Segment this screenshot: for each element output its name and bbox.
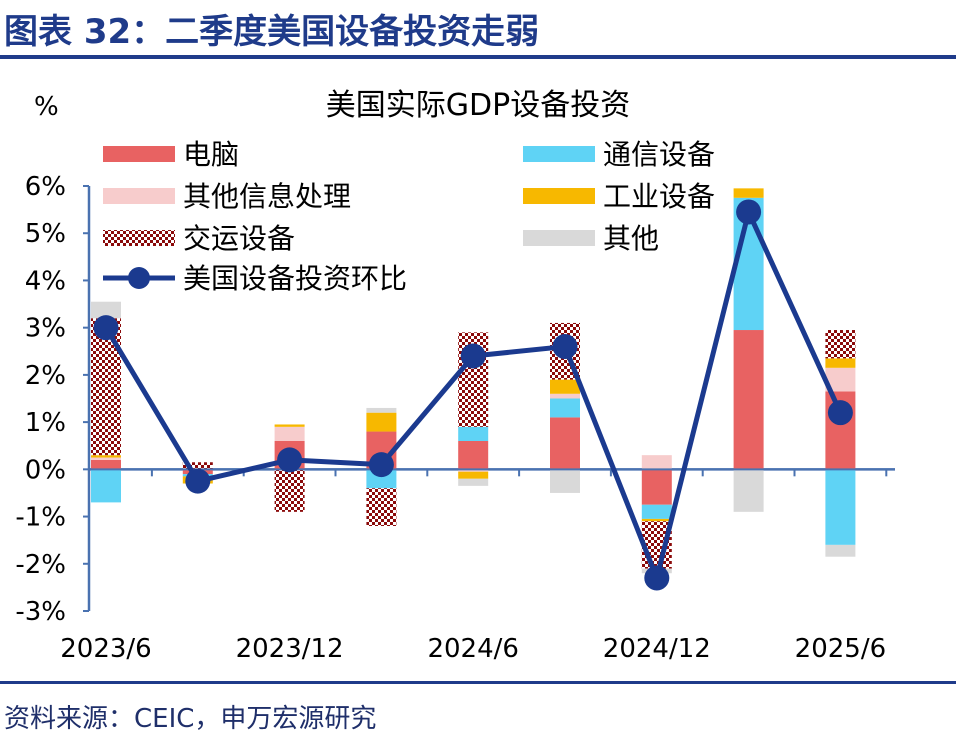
- bar-segment: [641, 504, 672, 519]
- y-tick-label: 2%: [25, 361, 66, 391]
- x-tick-label: 2023/6: [60, 634, 151, 664]
- bar-segment: [550, 398, 580, 418]
- bar-segment: [91, 459, 121, 470]
- chart-title: 美国实际GDP设备投资: [326, 88, 630, 123]
- bar-segment: [366, 488, 397, 526]
- bar-segment: [458, 441, 489, 470]
- legend-swatch: [523, 230, 595, 246]
- bar-segment: [458, 471, 489, 479]
- bar-segment: [458, 469, 489, 472]
- bar-segment: [458, 478, 489, 486]
- legend-label: 通信设备: [603, 138, 715, 171]
- bar-segment: [274, 469, 305, 512]
- bar-segment: [733, 188, 764, 198]
- bar-segment: [641, 455, 672, 470]
- bar-segment: [733, 330, 764, 470]
- legend-label: 其他信息处理: [183, 180, 351, 213]
- bar-segment: [182, 462, 213, 470]
- bar-segment: [825, 544, 856, 557]
- bar-segment: [825, 358, 856, 368]
- y-tick-label: -3%: [15, 597, 66, 627]
- y-tick-label: 4%: [25, 266, 66, 296]
- y-axis-unit: %: [34, 92, 59, 122]
- line-point: [93, 315, 119, 341]
- bar-segment: [91, 457, 121, 460]
- legend-line-marker: [128, 267, 150, 289]
- bar-segment: [825, 367, 856, 392]
- bar-segment: [641, 518, 672, 522]
- y-tick-label: 1%: [25, 408, 66, 438]
- x-tick-label: 2023/12: [236, 634, 344, 664]
- x-tick-label: 2024/12: [603, 634, 711, 664]
- bar-segment: [366, 412, 397, 432]
- bar-segment: [550, 417, 580, 470]
- bar-segment: [91, 301, 121, 319]
- y-tick-label: 0%: [25, 455, 66, 485]
- legend-label: 交运设备: [183, 222, 295, 255]
- bar-segment: [458, 426, 489, 441]
- y-tick-label: -2%: [15, 550, 66, 580]
- line-point: [552, 334, 578, 360]
- x-tick-label: 2024/6: [427, 634, 518, 664]
- footer-rule: [0, 681, 956, 684]
- y-tick-label: 6%: [25, 172, 66, 202]
- line-point: [827, 400, 853, 426]
- bar-segment: [274, 424, 305, 427]
- line-point: [185, 468, 211, 494]
- figure-title: 图表 32：二季度美国设备投资走弱: [4, 12, 540, 52]
- legend-label: 工业设备: [603, 180, 715, 213]
- legend-label: 其他: [603, 222, 659, 255]
- y-tick-label: -1%: [15, 503, 66, 533]
- line-point: [277, 447, 303, 473]
- bar-segment: [550, 469, 580, 493]
- line-series: [93, 199, 853, 591]
- line-point: [368, 452, 394, 478]
- legend-swatch: [103, 188, 175, 204]
- legend-swatch: [523, 146, 595, 162]
- bar-segment: [550, 393, 580, 399]
- bar-segment: [366, 407, 397, 413]
- bar-segment: [91, 455, 121, 458]
- bar-segment: [91, 469, 121, 503]
- bar-segment: [274, 426, 305, 441]
- axes: 6% 5% 4% 3% 2% 1% 0% -1% -2% -3% 2023/6 2023/12 2024…: [15, 172, 895, 664]
- line-point: [736, 199, 762, 225]
- legend-swatch: [103, 146, 175, 162]
- line-point: [644, 565, 670, 591]
- y-tick-label: 3%: [25, 314, 66, 344]
- legend-label: 美国设备投资环比: [183, 262, 407, 295]
- legend-swatch: [103, 230, 175, 246]
- bar-segment: [825, 330, 856, 359]
- y-tick-label: 5%: [25, 219, 66, 249]
- line-point: [460, 343, 486, 369]
- bars: [89, 188, 895, 574]
- x-tick-label: 2025/6: [795, 634, 886, 664]
- bar-segment: [825, 469, 856, 545]
- header-rule: [0, 55, 956, 59]
- legend-swatch: [523, 188, 595, 204]
- bar-segment: [733, 469, 764, 512]
- bar-segment: [641, 469, 672, 505]
- bar-segment: [550, 379, 580, 394]
- legend-label: 电脑: [183, 138, 239, 171]
- source-note: 资料来源：CEIC，申万宏源研究: [4, 704, 377, 734]
